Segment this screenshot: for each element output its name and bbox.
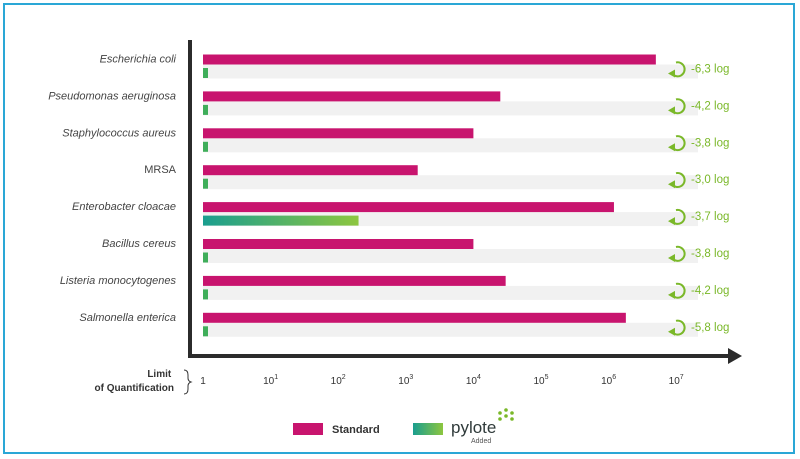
x-axis-ticks: 1 101 102 103 104 105 106 107 — [200, 374, 684, 387]
bars — [203, 54, 656, 337]
chart-frame — [3, 3, 795, 454]
reduction-arrow-head — [668, 290, 675, 299]
row-track — [203, 64, 698, 79]
row-track — [203, 175, 698, 190]
row-tracks — [203, 64, 698, 337]
reduction-label: -3,0 log — [691, 174, 729, 186]
bar-added — [203, 141, 208, 152]
reduction-arrow-head — [668, 217, 675, 226]
x-tick-label: 103 — [398, 374, 413, 387]
category-label: Escherichia coli — [100, 54, 177, 66]
category-label: Salmonella enterica — [79, 312, 176, 324]
row-track — [203, 285, 698, 300]
bar-standard — [203, 54, 656, 65]
bar-added — [203, 104, 208, 115]
bar-standard — [203, 239, 474, 249]
row-track — [203, 249, 698, 263]
reduction-arrow-head — [668, 69, 675, 78]
bar-standard — [203, 165, 418, 176]
reduction-labels: -6,3 log -4,2 log -3,8 log -3,0 log -3,7 log… — [668, 61, 729, 336]
bar-added — [203, 252, 208, 263]
reduction-label: -6,3 log — [691, 64, 729, 76]
row-track — [203, 138, 698, 153]
bar-added — [203, 326, 208, 337]
x-axis-title-line-2: of Quantification — [95, 383, 174, 394]
legend-label-added: Added — [471, 438, 491, 445]
legend-brand-logo: pylote — [451, 418, 496, 437]
category-label: Listeria monocytogenes — [60, 275, 177, 287]
reduction-arrow-head — [668, 143, 675, 152]
x-tick-label: 1 — [200, 376, 206, 387]
x-tick-label: 104 — [466, 374, 481, 387]
category-labels: Escherichia coli Pseudomonas aeruginosa St… — [48, 54, 176, 324]
reduction-arrow-head — [668, 180, 675, 189]
reduction-arrow-head — [668, 327, 675, 336]
x-axis-title-line-1: Limit — [147, 369, 172, 380]
bar-added — [203, 68, 208, 78]
bar-standard — [203, 312, 626, 323]
row-track — [203, 322, 698, 337]
bar-standard — [203, 202, 614, 213]
bar-added — [203, 178, 208, 189]
reduction-arrow-head — [668, 106, 675, 115]
category-label: Enterobacter cloacae — [72, 201, 176, 213]
brand-dots-icon — [498, 408, 514, 421]
x-tick-label: 101 — [263, 374, 278, 387]
legend-swatch-standard — [293, 423, 323, 435]
x-tick-label: 107 — [669, 374, 684, 387]
legend-swatch-added — [413, 423, 443, 435]
bar-standard — [203, 91, 501, 102]
x-tick-label: 106 — [601, 374, 616, 387]
reduction-label: -3,7 log — [691, 211, 729, 223]
category-label: Staphylococcus aureus — [62, 127, 176, 139]
row-track — [203, 101, 698, 116]
legend-label-standard: Standard — [332, 424, 380, 436]
category-label: MRSA — [144, 164, 176, 176]
reduction-label: -4,2 log — [691, 285, 729, 297]
reduction-label: -3,8 log — [691, 248, 729, 260]
x-tick-label: 105 — [533, 374, 548, 387]
x-axis-title: Limit of Quantification — [95, 369, 174, 394]
reduction-label: -4,2 log — [691, 100, 729, 112]
bar-standard — [203, 128, 474, 139]
reduction-label: -3,8 log — [691, 137, 729, 149]
x-tick-label: 102 — [331, 374, 346, 387]
category-label: Pseudomonas aeruginosa — [48, 90, 176, 102]
x-axis-arrow — [728, 348, 742, 364]
x-axis-title-brace — [183, 369, 193, 395]
category-label: Bacillus cereus — [102, 238, 176, 250]
bar-added — [203, 289, 208, 300]
reduction-arrow-head — [668, 254, 675, 262]
bar-standard — [203, 275, 506, 286]
bar-added — [203, 215, 359, 226]
reduction-label: -5,8 log — [691, 322, 729, 334]
